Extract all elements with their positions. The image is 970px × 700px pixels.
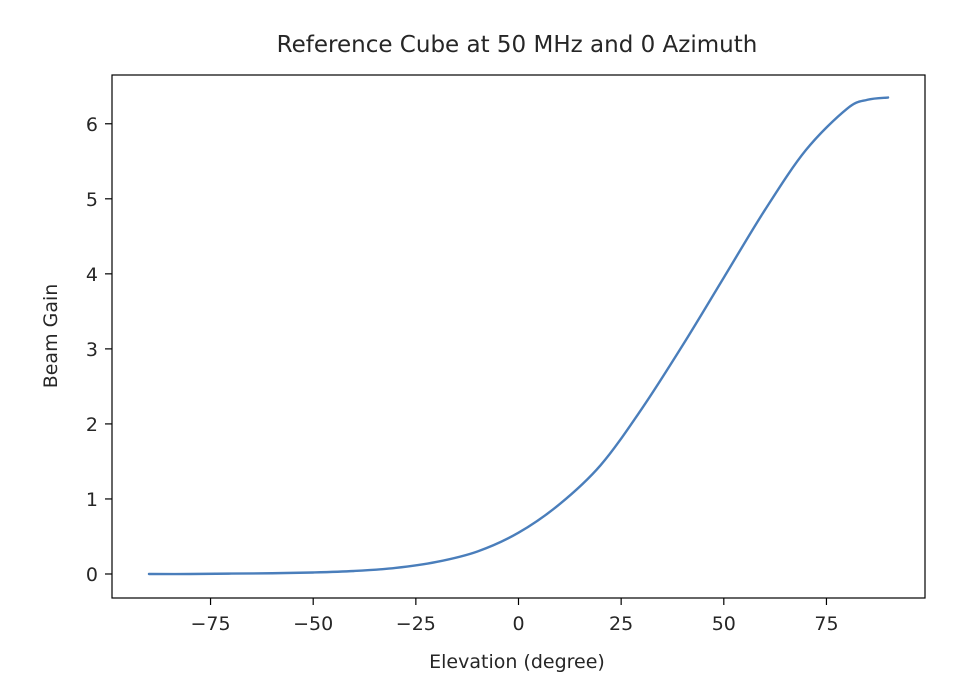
y-tick-label: 3	[86, 339, 98, 361]
y-tick-label: 0	[86, 564, 98, 586]
x-tick-label: 75	[814, 613, 838, 635]
x-axis-ticks: −75 −50 −25 0 25 50 75	[190, 598, 839, 635]
x-tick-label: −50	[293, 613, 333, 635]
y-tick-label: 1	[86, 489, 98, 511]
x-tick-label: 0	[512, 613, 524, 635]
x-tick-label: −25	[396, 613, 436, 635]
y-axis-label: Beam Gain	[40, 284, 62, 389]
y-tick-label: 6	[86, 114, 98, 136]
x-axis-label: Elevation (degree)	[429, 651, 605, 673]
chart-title: Reference Cube at 50 MHz and 0 Azimuth	[277, 32, 758, 58]
x-tick-label: 25	[609, 613, 633, 635]
y-tick-label: 4	[86, 264, 98, 286]
y-tick-label: 2	[86, 414, 98, 436]
y-axis-ticks: 0 1 2 3 4 5 6	[86, 114, 112, 586]
x-tick-label: −75	[190, 613, 230, 635]
series-line	[147, 96, 890, 576]
y-tick-label: 5	[86, 189, 98, 211]
x-tick-label: 50	[712, 613, 736, 635]
